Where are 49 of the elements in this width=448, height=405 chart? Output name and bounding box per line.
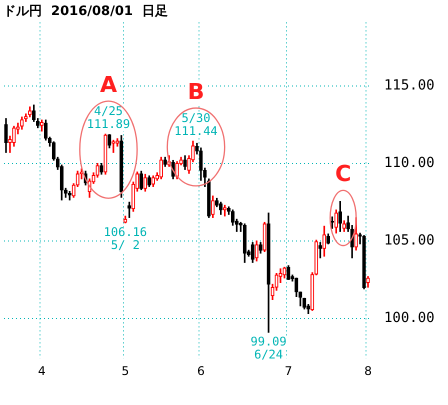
candlestick — [4, 118, 8, 153]
x-tick-label: 7 — [284, 364, 292, 378]
annotation: A — [100, 72, 117, 98]
candlestick — [120, 135, 124, 198]
y-tick-label: 110.00 — [384, 155, 435, 172]
candlestick — [163, 156, 167, 167]
x-tick-label: 4 — [38, 364, 46, 378]
candlestick — [286, 265, 290, 280]
annotation: 6/24 — [254, 348, 284, 362]
annotation: C — [335, 162, 352, 188]
annotation: 99.09 — [250, 334, 287, 349]
candlestick — [250, 242, 254, 263]
candlestick — [211, 196, 215, 218]
candlestick — [362, 235, 366, 290]
candlestick — [366, 276, 370, 288]
annotation: 4/25 — [94, 104, 123, 118]
candlestick — [108, 134, 112, 148]
y-tick-label: 115.00 — [384, 78, 435, 94]
x-tick-label: 8 — [364, 364, 372, 378]
candlestick — [139, 170, 144, 190]
annotation: 111.44 — [174, 124, 218, 138]
candlestick — [100, 163, 104, 175]
candlestick — [104, 134, 108, 175]
candlestick — [40, 120, 44, 132]
annotation: 111.89 — [86, 117, 130, 132]
candlestick — [294, 278, 298, 297]
candlestick — [334, 210, 338, 234]
candlestick — [266, 212, 270, 333]
candlestick — [175, 161, 179, 180]
y-tick-label: 105.00 — [384, 232, 435, 248]
annotation: B — [188, 80, 204, 105]
candlestick — [262, 222, 266, 252]
annotation: 106.16 — [104, 225, 148, 240]
candlestick — [147, 175, 152, 187]
y-tick-label: 100.00 — [384, 310, 435, 326]
candlestick — [127, 202, 132, 218]
candlestick — [183, 155, 187, 170]
x-tick-label: 5 — [122, 364, 130, 378]
candlestick — [112, 140, 116, 153]
annotation: 5/ 2 — [110, 238, 140, 252]
candlestick — [143, 174, 148, 192]
chart-title: ドル円 2016/08/01 日足 — [3, 3, 168, 20]
annotation: 5/30 — [182, 111, 210, 126]
candlestick — [258, 242, 262, 254]
candlestick — [159, 156, 163, 180]
x-tick-label: 6 — [197, 364, 205, 378]
candlestick — [342, 220, 346, 232]
candlestick — [318, 242, 322, 258]
candlestick — [242, 223, 247, 263]
